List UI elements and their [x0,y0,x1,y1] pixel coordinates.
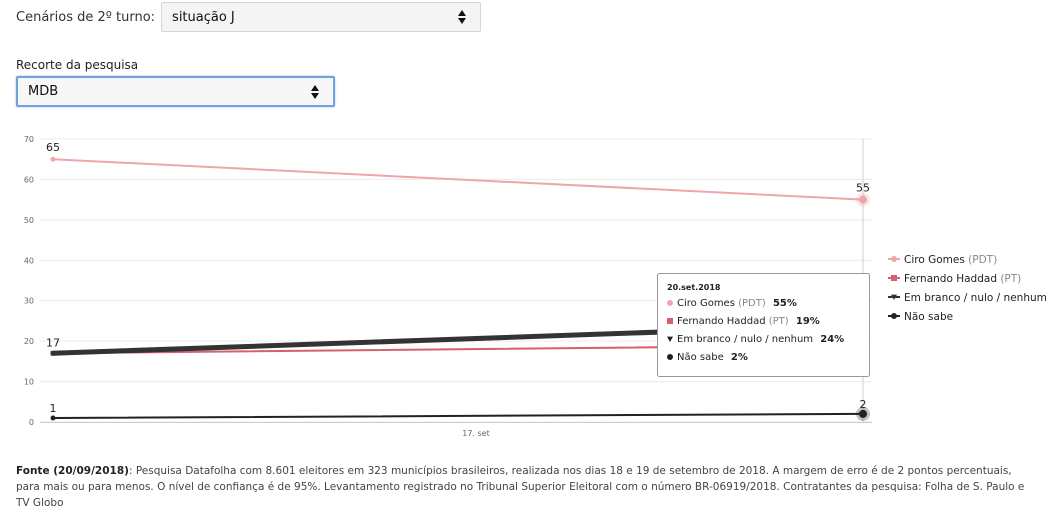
tooltip-marker [667,354,673,360]
turno-label: Cenários de 2º turno: [16,9,156,25]
tooltip: 20.set.2018 Ciro Gomes (PDT) 55% Fernando … [657,273,870,377]
tooltip-row: Não sabe 2% [677,352,748,363]
recorte-select-value: MDB [28,84,59,99]
tooltip-row: Fernando Haddad (PT) 19% [677,316,820,327]
data-label: 55 [856,182,870,195]
legend-label: Fernando Haddad (PT) [904,273,1021,285]
footer-source-text: : Pesquisa Datafolha com 8.601 eleitores… [16,465,1025,509]
y-tick-label: 20 [24,337,34,346]
legend-label: Em branco / nulo / nenhum [904,292,1047,304]
y-tick-label: 0 [29,418,34,427]
tooltip-row: Ciro Gomes (PDT) 55% [677,298,797,309]
recorte-label: Recorte da pesquisa [16,58,139,72]
series-point [50,156,56,162]
select-arrows-icon [311,84,319,99]
legend-item: Em branco / nulo / nenhum [888,292,1047,304]
series-point [859,409,867,418]
turno-filter: Cenários de 2º turno: situação J [16,2,482,32]
legend-label: Não sabe [904,311,953,323]
select-arrows-icon [458,10,467,24]
tooltip-marker [667,318,673,324]
legend-item: Fernando Haddad (PT) [888,273,1021,285]
data-label: 17 [46,336,60,349]
legend-marker [891,256,897,262]
y-tick-label: 10 [24,378,34,387]
recorte-select[interactable]: MDB [16,76,335,107]
legend-marker [891,275,897,281]
y-tick-label: 60 [24,175,34,184]
data-label: 1 [50,402,57,415]
footer-source-label: Fonte (20/09/2018) [16,465,129,477]
series-point [50,351,56,356]
turno-select-value: situação J [172,9,235,25]
y-tick-label: 30 [24,297,34,306]
legend-item: Ciro Gomes (PDT) [888,254,997,266]
turno-select[interactable]: situação J [161,2,482,32]
tooltip-box [657,273,870,377]
data-label: 65 [46,141,60,154]
legend-label: Ciro Gomes (PDT) [904,254,997,266]
legend-marker [891,313,897,319]
y-tick-label: 70 [24,135,34,144]
series-line [52,412,864,419]
tooltip-marker [667,336,673,342]
tooltip-marker [667,300,673,306]
legend-marker [891,294,897,300]
x-tick-label: 17. set [462,429,490,438]
series-point [859,195,867,204]
tooltip-row: Em branco / nulo / nenhum 24% [677,334,844,345]
y-tick-label: 40 [24,256,34,265]
series-line [52,158,864,201]
y-tick-label: 50 [24,216,34,225]
tooltip-title: 20.set.2018 [667,283,721,292]
data-label: 2 [860,398,867,411]
legend-item: Não sabe [888,311,953,323]
footer-source: Fonte (20/09/2018): Pesquisa Datafolha c… [16,463,1036,511]
series-point [50,415,56,421]
